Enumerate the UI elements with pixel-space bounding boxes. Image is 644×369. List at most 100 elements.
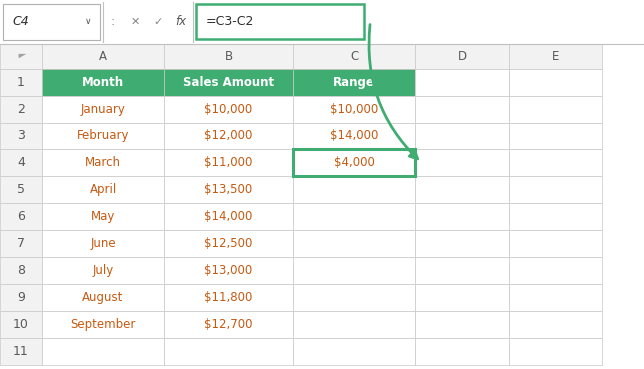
Bar [0,176,42,203]
Bar [0,338,42,365]
Bar [0,69,42,96]
Bar [509,230,602,257]
Text: ∨: ∨ [85,17,91,26]
Text: B: B [225,49,232,63]
Text: $11,000: $11,000 [204,156,253,169]
Text: $14,000: $14,000 [330,130,379,142]
Bar [42,176,164,203]
Bar [164,203,293,230]
Bar [415,203,509,230]
Text: Sales Amount: Sales Amount [183,76,274,89]
Bar [0,311,42,338]
Bar [509,123,602,149]
Bar [0,284,42,311]
Bar [509,257,602,284]
Text: 6: 6 [17,210,25,223]
Text: C: C [350,49,358,63]
Text: $14,000: $14,000 [204,210,253,223]
Bar [293,123,415,149]
Bar [164,311,293,338]
Text: :: : [111,15,115,28]
Bar [164,338,293,365]
Bar [164,284,293,311]
Bar [509,176,602,203]
Text: $12,000: $12,000 [204,130,253,142]
Text: $13,500: $13,500 [205,183,252,196]
Bar [42,257,164,284]
Text: August: August [82,291,124,304]
Text: 10: 10 [13,318,29,331]
Text: Month: Month [82,76,124,89]
Text: July: July [93,264,113,277]
Text: E: E [552,49,559,63]
Bar [42,338,164,365]
Bar [509,311,602,338]
Bar [0,203,42,230]
Bar [293,203,415,230]
Bar [293,284,415,311]
Bar [509,149,602,176]
Bar [3,4,100,40]
Bar [509,69,602,96]
Text: 2: 2 [17,103,25,115]
Bar [0,149,42,176]
Text: June: June [90,237,116,250]
Bar [0,123,42,149]
Text: A: A [99,49,107,63]
Text: 11: 11 [13,345,29,358]
Text: $13,000: $13,000 [205,264,252,277]
Bar [42,311,164,338]
Text: C4: C4 [13,15,30,28]
Text: September: September [70,318,136,331]
Text: ✕: ✕ [131,17,140,27]
Bar [164,69,293,96]
Bar [293,149,415,176]
Bar [293,338,415,365]
Text: 1: 1 [17,76,25,89]
Bar [164,96,293,123]
Bar [509,203,602,230]
Bar [293,96,415,123]
Bar [0,96,42,123]
Text: 5: 5 [17,183,25,196]
Bar [196,4,364,39]
Bar [164,44,293,69]
Bar [293,149,415,176]
Bar [415,123,509,149]
Text: $10,000: $10,000 [330,103,378,115]
Text: $10,000: $10,000 [205,103,252,115]
Bar [293,311,415,338]
Text: 7: 7 [17,237,25,250]
Text: April: April [90,183,117,196]
Text: February: February [77,130,129,142]
Text: fx: fx [175,15,186,28]
Bar [415,96,509,123]
Bar [293,230,415,257]
Bar [0,230,42,257]
Text: May: May [91,210,115,223]
Bar [415,176,509,203]
Bar [42,96,164,123]
Bar [415,338,509,365]
Text: 9: 9 [17,291,25,304]
Text: January: January [80,103,126,115]
Bar [415,311,509,338]
Text: $4,000: $4,000 [334,156,375,169]
Bar [42,203,164,230]
Text: March: March [85,156,121,169]
Bar [164,257,293,284]
Bar [509,96,602,123]
Bar [293,176,415,203]
Bar [415,230,509,257]
Text: $12,500: $12,500 [204,237,253,250]
Bar [42,149,164,176]
Bar [0,44,42,69]
Text: Range: Range [333,76,375,89]
Bar [415,284,509,311]
Bar [42,230,164,257]
Bar [42,123,164,149]
Bar [293,257,415,284]
Bar [42,69,164,96]
Bar [415,257,509,284]
Bar [164,149,293,176]
